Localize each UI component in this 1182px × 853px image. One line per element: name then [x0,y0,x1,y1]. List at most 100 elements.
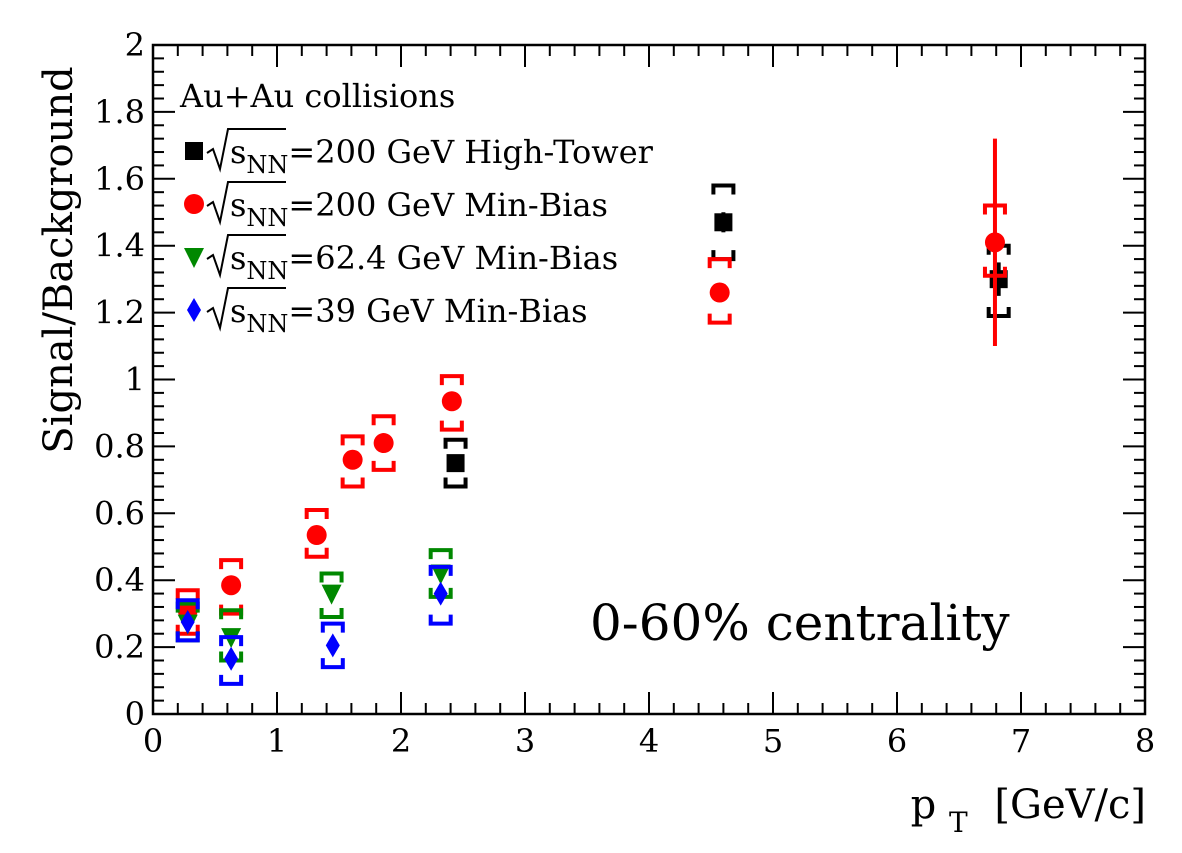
systematic-bracket-top [428,564,453,576]
legend-title: Au+Au collisions [179,77,455,115]
systematic-bracket-bottom [320,658,345,670]
systematic-bracket-top [175,588,200,600]
legend-entry-sub: NN [246,257,288,285]
legend-marker-diamond [187,298,201,322]
x-tick-label: 1 [267,722,287,760]
legend-marker-square [185,142,203,160]
y-tick-label: 0.4 [94,561,145,599]
y-tick-label: 0 [125,695,145,733]
legend-entry-label: =39 GeV Min-Bias [288,292,587,330]
systematic-bracket-top [340,434,365,446]
systematic-bracket-bottom [428,614,453,626]
centrality-annotation: 0-60% centrality [590,594,1010,652]
y-tick-label: 1.2 [94,294,145,332]
systematic-bracket-top [175,598,200,610]
data-point [221,575,242,596]
x-tick-label: 2 [391,722,411,760]
legend-entry-square: sNN=200 GeV High-Tower [230,133,654,179]
systematic-bracket-top [219,635,244,647]
y-tick-label: 2 [125,26,145,64]
data-point [321,584,342,605]
y-tick-label: 0.2 [94,628,145,666]
systematic-bracket-top [707,257,732,269]
legend-entry-label: =62.4 GeV Min-Bias [288,239,618,277]
x-axis-title: p T [GeV/c] [911,782,1146,842]
data-point [441,391,462,412]
data-point [224,646,239,671]
legend-entry-sub: NN [246,204,288,232]
legend-entry-diamond: sNN=39 GeV Min-Bias [230,292,588,338]
x-tick-label: 7 [1011,722,1031,760]
data-point [306,525,327,546]
systematic-bracket-bottom [439,420,464,432]
x-tick-label: 8 [1135,722,1155,760]
x-tick-label: 3 [515,722,535,760]
y-tick-label: 1.4 [94,227,145,265]
systematic-bracket-bottom [219,674,244,686]
systematic-bracket-top [439,374,464,386]
systematic-bracket-top [428,548,453,560]
x-tick-label: 4 [639,722,659,760]
data-point [433,581,448,606]
systematic-bracket-bottom [707,313,732,325]
legend-entry-s: s [230,133,246,171]
data-point [180,610,195,635]
legend-entry-circle: sNN=200 GeV Min-Bias [230,186,608,232]
data-point [373,433,394,454]
data-point [325,633,340,658]
tick-labels: 0 1 2 3 4 5 6 7 8 0 0.2 0.4 0.6 0.8 1 1.2 1.4 1.6 1.8 2 [94,26,1155,760]
data-point [714,213,733,232]
ticks [152,44,1146,715]
x-tick-label: 6 [887,722,907,760]
legend-entry-s: s [230,239,246,277]
systematic-bracket-top [319,571,344,583]
sqrt-symbol [206,234,286,279]
systematic-bracket-top [304,507,329,519]
x-axis-title-main: p [911,782,937,828]
y-tick-label: 1 [125,361,145,399]
sqrt-symbol [206,181,286,226]
data-point [430,564,451,585]
data-point [984,232,1005,253]
sqrt-symbol [206,287,286,332]
legend-entry-label: =200 GeV High-Tower [288,133,653,171]
legend-entry-s: s [230,186,246,224]
y-tick-label: 0.6 [94,494,145,532]
systematic-bracket-top [219,558,244,570]
systematic-bracket-bottom [319,607,344,619]
sqrt-symbol [206,128,286,173]
legend-entry-s: s [230,292,246,330]
systematic-bracket-top [320,621,345,633]
systematic-bracket-bottom [986,306,1011,318]
y-tick-label: 1.6 [94,160,145,198]
y-tick-label: 0.8 [94,427,145,465]
x-axis-title-unit: [GeV/c] [994,782,1146,828]
systematic-bracket-bottom [175,631,200,643]
legend-entry-label: =200 GeV Min-Bias [288,186,608,224]
y-axis-title: Signal/Background [36,66,82,454]
data-point [446,454,465,473]
systematic-bracket-bottom [304,547,329,559]
systematic-bracket-top [443,437,468,449]
y-tick-label: 1.8 [94,93,145,131]
systematic-bracket-top [219,608,244,620]
legend-entry-triangle-down: sNN=62.4 GeV Min-Bias [230,239,618,285]
systematic-bracket-top [371,414,396,426]
x-tick-label: 0 [143,722,163,760]
legend-marker-circle [184,194,204,214]
data-point [709,282,730,303]
data-layer [175,138,1011,686]
systematic-bracket-bottom [371,460,396,472]
data-point [342,449,363,470]
legend-marker-triangle-down [184,248,204,268]
x-tick-label: 5 [763,722,783,760]
systematic-bracket-bottom [443,477,468,489]
x-axis-title-sub: T [949,806,968,839]
legend-entry-sub: NN [246,310,288,338]
systematic-bracket-top [711,183,736,195]
systematic-bracket-bottom [340,477,365,489]
legend-entry-sub: NN [246,151,288,179]
